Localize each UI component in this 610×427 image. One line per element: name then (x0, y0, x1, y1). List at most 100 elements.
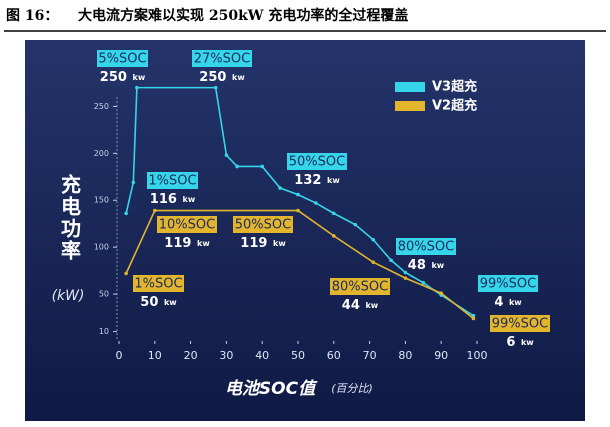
data-point (471, 313, 476, 318)
annotation-label: 27%SOC (194, 52, 250, 67)
annotation-box (490, 315, 550, 332)
annotation-box (97, 50, 148, 67)
annotation-number: 48 (408, 258, 426, 273)
annotation-value: 44 kw (342, 295, 379, 314)
y-tick-label: 200 (94, 149, 109, 158)
annotation-unit: kw (509, 298, 522, 307)
data-point (296, 208, 300, 213)
annotation-unit: kw (197, 239, 210, 248)
x-tick-label: 60 (327, 349, 341, 362)
data-point (124, 211, 128, 216)
annotation-unit: kw (232, 73, 245, 82)
data-point (471, 316, 476, 321)
x-axis-unit: (百分比) (331, 382, 373, 395)
annotation-value: 116 kw (150, 189, 196, 208)
annotation-value: 132 kw (294, 170, 340, 189)
data-point (371, 237, 375, 242)
annotation-number: 50 (140, 295, 158, 310)
annotation-number: 119 (164, 236, 191, 251)
legend-label: V2超充 (432, 98, 477, 114)
annotation-number: 4 (494, 295, 503, 310)
data-point (278, 186, 282, 190)
annotation-number: 250 (199, 70, 226, 85)
y-axis-unit: (kW) (52, 288, 85, 304)
data-point (332, 211, 336, 216)
annotation-label: 99%SOC (492, 317, 548, 332)
legend-label: V3超充 (432, 79, 477, 95)
y-tick-label: 150 (94, 196, 109, 205)
annotation-number: 6 (506, 335, 515, 350)
x-tick-label: 80 (398, 349, 412, 362)
annotation-value: 119 kw (164, 233, 210, 252)
annotation-box (157, 216, 217, 233)
x-tick-label: 30 (219, 349, 233, 362)
data-point (131, 180, 136, 185)
annotation-box (133, 275, 184, 292)
x-tick-label: 70 (363, 349, 377, 362)
annotation-box (330, 278, 390, 295)
annotation-number: 250 (100, 70, 127, 85)
annotation-unit: kw (431, 261, 444, 270)
annotation-label: 50%SOC (235, 218, 291, 233)
annotation-label: 1%SOC (148, 174, 196, 189)
y-axis-title: 充电功率 (58, 173, 82, 262)
data-point (353, 222, 358, 227)
caption-label: 图 16： (6, 8, 58, 24)
annotation-unit: kw (133, 73, 146, 82)
data-point (389, 258, 393, 263)
x-tick-label: 40 (255, 349, 269, 362)
annotation-value: 6 kw (506, 332, 534, 351)
annotation-label: 5%SOC (98, 52, 146, 67)
x-tick-label: 0 (116, 349, 123, 362)
series-line (125, 209, 474, 320)
annotation-box (233, 216, 293, 233)
data-point (332, 234, 336, 238)
data-point (235, 164, 239, 169)
annotation-label: 10%SOC (159, 218, 215, 233)
annotation-label: 80%SOC (398, 240, 454, 255)
annotation-label: 1%SOC (134, 277, 182, 292)
caption-text: 大电流方案难以实现 250kW 充电功率的全过程覆盖 (78, 7, 408, 24)
annotation-value: 250 kw (199, 67, 245, 86)
data-point (403, 270, 408, 275)
x-tick-label: 50 (291, 349, 305, 362)
annotation-number: 44 (342, 298, 360, 313)
annotation-box (478, 275, 538, 292)
data-point (421, 281, 426, 285)
x-tick-label: 100 (467, 349, 488, 362)
annotation-value: 119 kw (240, 233, 286, 252)
data-point (213, 85, 218, 90)
annotation-label: 99%SOC (480, 277, 536, 292)
legend-swatch (395, 82, 425, 92)
annotation-unit: kw (521, 338, 534, 347)
y-tick-label: 10 (99, 327, 109, 336)
annotation-box (287, 153, 347, 170)
annotation-unit: kw (327, 176, 340, 185)
y-tick-label: 50 (99, 290, 109, 299)
data-point (124, 271, 128, 276)
data-point (403, 276, 408, 280)
data-point (296, 192, 300, 197)
data-point (153, 208, 157, 213)
annotation-label: 50%SOC (289, 155, 345, 170)
annotation-value: 4 kw (494, 292, 522, 311)
annotation-number: 116 (150, 192, 177, 207)
annotation-box (396, 238, 456, 255)
data-point (224, 153, 229, 157)
series-line (125, 86, 474, 317)
annotation-number: 132 (294, 173, 321, 188)
y-tick-label: 250 (94, 102, 109, 111)
data-point (314, 201, 318, 205)
chart-background (25, 40, 585, 421)
annotation-value: 48 kw (408, 255, 445, 274)
x-axis-title: 电池SOC值 (225, 379, 318, 399)
annotation-number: 119 (240, 236, 267, 251)
y-tick-label: 100 (94, 243, 109, 252)
annotation-unit: kw (164, 298, 177, 307)
data-point (371, 260, 375, 264)
annotation-unit: kw (365, 301, 378, 310)
x-tick-label: 90 (434, 349, 448, 362)
annotation-box (147, 172, 198, 189)
